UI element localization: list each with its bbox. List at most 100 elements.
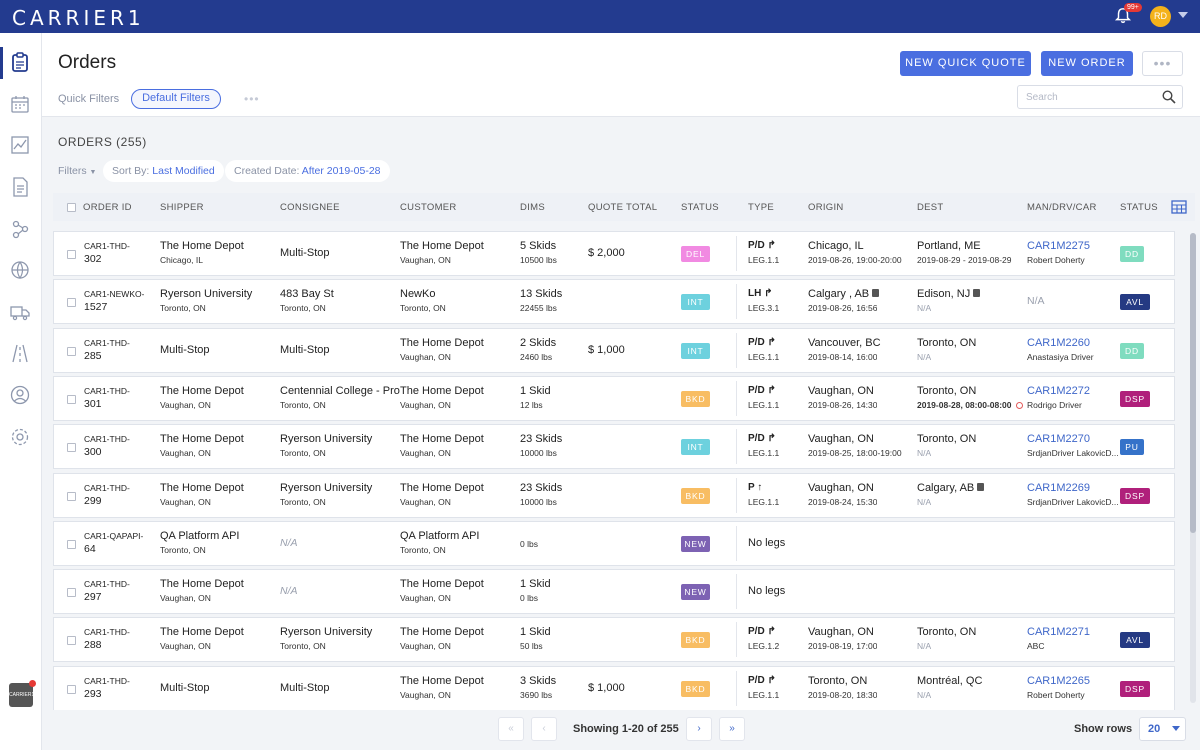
column-dest[interactable]: DEST <box>917 202 944 213</box>
shipper-location: Vaughan, ON <box>160 497 211 507</box>
sort-by-value: Last Modified <box>152 165 215 177</box>
order-status-badge: DEL <box>681 246 710 262</box>
new-quick-quote-button[interactable]: NEW QUICK QUOTE <box>900 51 1031 76</box>
order-id-number[interactable]: 299 <box>84 495 102 507</box>
customer-location: Vaughan, ON <box>400 448 451 458</box>
table-row[interactable]: CAR1-THD- 297 The Home Depot Vaughan, ON N/A… <box>53 569 1175 614</box>
manifest-link[interactable]: CAR1M2269 <box>1027 482 1090 494</box>
first-page-button[interactable]: « <box>498 717 524 741</box>
row-checkbox[interactable] <box>67 250 76 259</box>
order-id-number[interactable]: 297 <box>84 591 102 603</box>
order-id-number[interactable]: 1527 <box>84 301 108 313</box>
column-status[interactable]: STATUS <box>681 202 719 213</box>
row-checkbox[interactable] <box>67 395 76 404</box>
column-origin[interactable]: ORIGIN <box>808 202 844 213</box>
search-input[interactable] <box>1018 86 1148 108</box>
table-row[interactable]: CAR1-THD- 285 Multi-Stop Multi-Stop The Home… <box>53 328 1175 373</box>
order-id-prefix[interactable]: CAR1-NEWKO- <box>84 289 145 299</box>
order-id-prefix[interactable]: CAR1-QAPAPI- <box>84 531 144 541</box>
sidebar-item-network[interactable] <box>9 218 33 242</box>
order-id-prefix[interactable]: CAR1-THD- <box>84 627 130 637</box>
row-checkbox[interactable] <box>67 347 76 356</box>
sidebar-item-reports[interactable] <box>9 134 33 158</box>
table-row[interactable]: CAR1-THD- 302 The Home Depot Chicago, IL Mul… <box>53 231 1175 276</box>
order-id-number[interactable]: 300 <box>84 446 102 458</box>
order-id-number[interactable]: 302 <box>84 253 102 265</box>
no-legs-text: No legs <box>748 585 786 597</box>
row-checkbox[interactable] <box>67 685 76 694</box>
sidebar-item-globe[interactable] <box>9 259 33 283</box>
leg-number: LEG.3.1 <box>748 303 780 313</box>
order-id-prefix[interactable]: CAR1-THD- <box>84 241 130 251</box>
row-checkbox[interactable] <box>67 443 76 452</box>
order-id-prefix[interactable]: CAR1-THD- <box>84 483 130 493</box>
chevron-down-icon[interactable] <box>1178 12 1188 18</box>
column-dims[interactable]: DIMS <box>520 202 545 213</box>
sidebar-item-orders[interactable] <box>0 47 33 79</box>
sidebar-item-settings[interactable] <box>9 426 33 450</box>
column-leg-status[interactable]: STATUS <box>1120 202 1158 213</box>
column-order-id[interactable]: ORDER ID <box>83 202 132 213</box>
row-checkbox[interactable] <box>67 540 76 549</box>
more-actions-button[interactable]: ••• <box>1142 51 1183 76</box>
new-order-button[interactable]: NEW ORDER <box>1041 51 1133 76</box>
prev-page-button[interactable]: ‹ <box>531 717 557 741</box>
company-logo[interactable]: CARRIER1 <box>9 683 34 707</box>
app-logo[interactable]: CARRIER1 <box>12 6 145 30</box>
manifest-link[interactable]: CAR1M2275 <box>1027 240 1090 252</box>
column-customer[interactable]: CUSTOMER <box>400 202 457 213</box>
row-checkbox[interactable] <box>67 636 76 645</box>
sidebar-item-trucks[interactable] <box>9 301 33 325</box>
search-icon[interactable] <box>1162 90 1176 104</box>
more-filters-icon[interactable]: ••• <box>244 92 260 106</box>
table-row[interactable]: CAR1-THD- 300 The Home Depot Vaughan, ON Rye… <box>53 424 1175 469</box>
row-checkbox[interactable] <box>67 588 76 597</box>
select-all-checkbox[interactable] <box>67 203 76 212</box>
order-id-number[interactable]: 64 <box>84 543 96 555</box>
manifest-link[interactable]: CAR1M2265 <box>1027 675 1090 687</box>
manifest-link[interactable]: CAR1M2271 <box>1027 626 1090 638</box>
sidebar-item-users[interactable] <box>9 384 33 408</box>
manifest-link[interactable]: CAR1M2260 <box>1027 337 1090 349</box>
table-row[interactable]: CAR1-THD- 301 The Home Depot Vaughan, ON Cen… <box>53 376 1175 421</box>
order-id-prefix[interactable]: CAR1-THD- <box>84 676 130 686</box>
user-avatar[interactable]: RD <box>1150 6 1171 27</box>
order-id-prefix[interactable]: CAR1-THD- <box>84 434 130 444</box>
default-filters-chip[interactable]: Default Filters <box>131 89 221 109</box>
order-id-prefix[interactable]: CAR1-THD- <box>84 386 130 396</box>
table-row[interactable]: CAR1-THD- 293 Multi-Stop Multi-Stop The Home… <box>53 666 1175 711</box>
column-quote-total[interactable]: QUOTE TOTAL <box>588 202 658 213</box>
notification-badge: 99+ <box>1124 3 1142 12</box>
order-id-prefix[interactable]: CAR1-THD- <box>84 579 130 589</box>
row-checkbox[interactable] <box>67 298 76 307</box>
sidebar-item-routes[interactable] <box>9 342 33 366</box>
column-man-drv-car[interactable]: MAN/DRV/CAR <box>1027 202 1097 213</box>
order-id-number[interactable]: 301 <box>84 398 102 410</box>
next-page-button[interactable]: › <box>686 717 712 741</box>
sort-by-chip[interactable]: Sort By: Last Modified <box>103 160 224 182</box>
last-page-button[interactable]: » <box>719 717 745 741</box>
scrollbar-thumb[interactable] <box>1190 233 1196 533</box>
table-row[interactable]: CAR1-THD- 299 The Home Depot Vaughan, ON Rye… <box>53 473 1175 518</box>
column-shipper[interactable]: SHIPPER <box>160 202 204 213</box>
manifest-link[interactable]: CAR1M2270 <box>1027 433 1090 445</box>
order-id-number[interactable]: 293 <box>84 688 102 700</box>
created-date-chip[interactable]: Created Date: After 2019-05-28 <box>225 160 390 182</box>
table-row[interactable]: CAR1-QAPAPI- 64 QA Platform API Toronto, ON… <box>53 521 1175 566</box>
row-checkbox[interactable] <box>67 492 76 501</box>
table-row[interactable]: CAR1-THD- 288 The Home Depot Vaughan, ON Rye… <box>53 617 1175 662</box>
rows-per-page-select[interactable]: 20 <box>1139 717 1186 741</box>
origin-cell: Vaughan, ON <box>808 482 874 494</box>
order-id-prefix[interactable]: CAR1-THD- <box>84 338 130 348</box>
table-layout-icon[interactable] <box>1171 199 1187 215</box>
search-field[interactable] <box>1017 85 1183 109</box>
manifest-link[interactable]: CAR1M2272 <box>1027 385 1090 397</box>
column-type[interactable]: TYPE <box>748 202 775 213</box>
sidebar-item-calendar[interactable] <box>9 93 33 117</box>
sidebar-item-documents[interactable] <box>9 176 33 200</box>
order-id-number[interactable]: 285 <box>84 350 102 362</box>
filters-dropdown[interactable]: Filters ▼ <box>58 160 96 182</box>
column-consignee[interactable]: CONSIGNEE <box>280 202 340 213</box>
order-id-number[interactable]: 288 <box>84 639 102 651</box>
table-row[interactable]: CAR1-NEWKO- 1527 Ryerson University Toronto… <box>53 279 1175 324</box>
